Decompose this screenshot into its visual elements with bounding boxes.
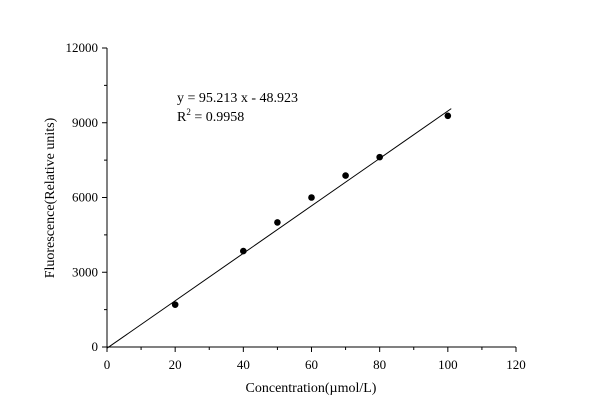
x-tick-label: 40: [237, 357, 250, 372]
x-tick-label: 80: [373, 357, 386, 372]
r-squared-value: = 0.9958: [191, 110, 244, 125]
data-point: [444, 112, 452, 120]
r-squared-superscript: 2: [186, 107, 191, 117]
x-tick-label: 0: [104, 357, 111, 372]
y-axis-title: Fluorescence(Relative units): [43, 117, 58, 278]
data-point: [274, 219, 281, 226]
y-tick-label: 9000: [72, 115, 98, 130]
fit-line-group: [106, 108, 452, 349]
r-squared-label: R2 = 0.9958: [177, 107, 244, 125]
regression-line: [106, 108, 452, 349]
x-tick-label: 20: [169, 357, 182, 372]
x-ticks: 0 20 40 60 80 100 120: [104, 347, 526, 372]
regression-equation: y = 95.213 x - 48.923: [177, 91, 298, 106]
data-points: [171, 112, 452, 308]
y-tick-label: 3000: [72, 264, 98, 279]
data-point: [376, 153, 383, 161]
x-tick-label: 60: [305, 357, 318, 372]
data-point: [308, 194, 315, 201]
y-tick-label: 6000: [72, 190, 98, 205]
y-ticks: 0 3000 6000 9000 12000: [66, 40, 107, 354]
data-point: [240, 247, 247, 255]
y-tick-label: 0: [92, 339, 99, 354]
x-tick-label: 120: [506, 357, 526, 372]
y-tick-label: 12000: [66, 40, 99, 55]
x-tick-label: 100: [438, 357, 458, 372]
data-point: [171, 301, 179, 308]
x-axis-title: Concentration(µmol/L): [246, 381, 377, 396]
r-squared-letter: R: [177, 110, 187, 125]
data-point: [342, 172, 349, 179]
